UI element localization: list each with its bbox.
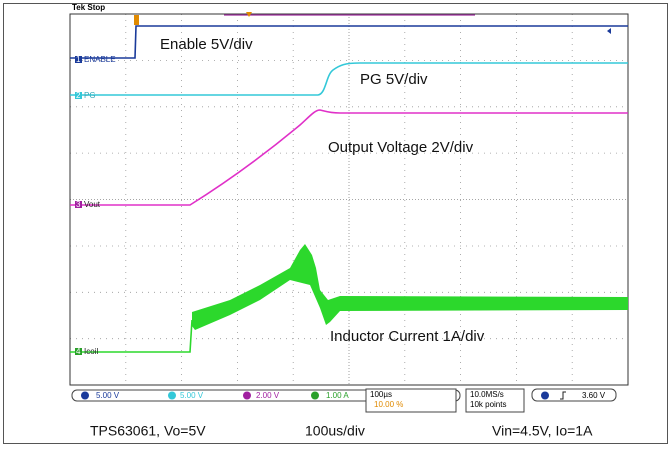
annotation: Inductor Current 1A/div bbox=[330, 328, 485, 345]
center-axes bbox=[70, 14, 628, 385]
channel-labels: 1 ENABLE 2 PG 3 Vout 4 Icoil bbox=[75, 55, 116, 356]
ch3-badge bbox=[75, 201, 82, 208]
level-marker bbox=[607, 28, 611, 34]
scale: 2.00 V bbox=[256, 391, 280, 400]
ch-number: 4 bbox=[76, 347, 81, 356]
scale: 5.00 V bbox=[180, 391, 204, 400]
trigger-box bbox=[531, 388, 617, 402]
trigger-level: 3.60 V bbox=[582, 391, 606, 400]
sample-rate: 10.0MS/s bbox=[470, 390, 504, 399]
scope-frame bbox=[63, 10, 633, 412]
status-bar: 5.00 V 5.00 V 2.00 V 1.00 A 100µs 10.00 … bbox=[71, 388, 617, 413]
caption: TPS63061, Vo=5V bbox=[90, 423, 206, 439]
ch-number: 2 bbox=[76, 91, 81, 100]
scale: 5.00 V bbox=[96, 391, 120, 400]
annotation: Output Voltage 2V/div bbox=[328, 139, 474, 156]
timebase: 100µs bbox=[370, 390, 392, 399]
acq-box bbox=[465, 388, 525, 413]
ch-label: ENABLE bbox=[84, 55, 116, 64]
vout-trace bbox=[70, 109, 628, 206]
status: Tek Stop bbox=[72, 3, 105, 12]
timebase-box bbox=[365, 388, 457, 413]
ch-label: Vout bbox=[84, 200, 101, 209]
icoil-trace bbox=[70, 319, 193, 353]
ch-dot bbox=[81, 391, 89, 400]
ch2-badge bbox=[75, 92, 82, 99]
caption: 100us/div bbox=[305, 423, 365, 439]
edge-icon bbox=[560, 391, 566, 400]
scale: 1.00 A bbox=[326, 391, 349, 400]
ch-number: 3 bbox=[76, 200, 81, 209]
annotation: Enable 5V/div bbox=[160, 36, 253, 53]
ch1-badge bbox=[75, 56, 82, 63]
trigger-marker bbox=[246, 12, 252, 17]
ch-dot bbox=[311, 391, 319, 400]
scale-box bbox=[71, 389, 461, 402]
pg-trace bbox=[70, 62, 628, 96]
ch-dot bbox=[541, 391, 549, 400]
ch-dot bbox=[243, 391, 251, 400]
ch-label: PG bbox=[84, 91, 96, 100]
ch4-badge bbox=[75, 348, 82, 355]
caption: Vin=4.5V, Io=1A bbox=[492, 423, 593, 439]
annotation: PG 5V/div bbox=[360, 71, 428, 88]
icoil-band bbox=[192, 244, 628, 330]
ch-label: Icoil bbox=[84, 347, 98, 356]
screen-border bbox=[69, 13, 629, 386]
trigger-position: 10.00 % bbox=[374, 400, 403, 409]
ch-dot bbox=[168, 391, 176, 400]
ch-number: 1 bbox=[76, 55, 81, 64]
trigger-pos bbox=[134, 15, 139, 25]
record-length: 10k points bbox=[470, 400, 506, 409]
enable-trace bbox=[70, 25, 628, 59]
